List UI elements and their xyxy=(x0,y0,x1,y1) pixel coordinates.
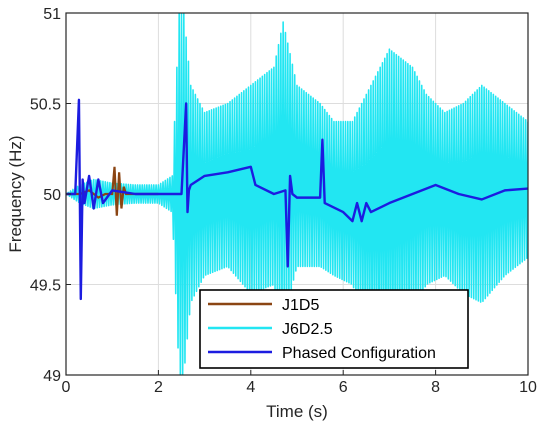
legend: J1D5 J6D2.5 Phased Configuration xyxy=(199,289,469,369)
ticks: 0 2 4 6 8 10 49 49.5 50 50.5 51 xyxy=(30,6,537,396)
x-axis-label: Time (s) xyxy=(266,402,328,421)
y-tick-label: 51 xyxy=(43,6,61,23)
series-layer xyxy=(66,13,528,375)
x-tick-label: 10 xyxy=(519,379,537,396)
legend-label: Phased Configuration xyxy=(282,345,436,362)
x-tick-label: 6 xyxy=(339,379,348,396)
legend-label: J1D5 xyxy=(282,297,319,314)
y-axis-label: Frequency (Hz) xyxy=(6,135,25,252)
x-tick-label: 0 xyxy=(62,379,71,396)
y-tick-label: 50.5 xyxy=(30,97,61,114)
x-tick-label: 4 xyxy=(246,379,255,396)
series-line-j6d2-5 xyxy=(66,13,528,375)
y-tick-label: 50 xyxy=(43,187,61,204)
y-tick-label: 49 xyxy=(43,368,61,385)
x-tick-label: 8 xyxy=(431,379,440,396)
x-tick-label: 2 xyxy=(154,379,163,396)
series-line-phased-configuration xyxy=(66,98,528,301)
legend-label: J6D2.5 xyxy=(282,321,333,338)
y-tick-label: 49.5 xyxy=(30,278,61,295)
